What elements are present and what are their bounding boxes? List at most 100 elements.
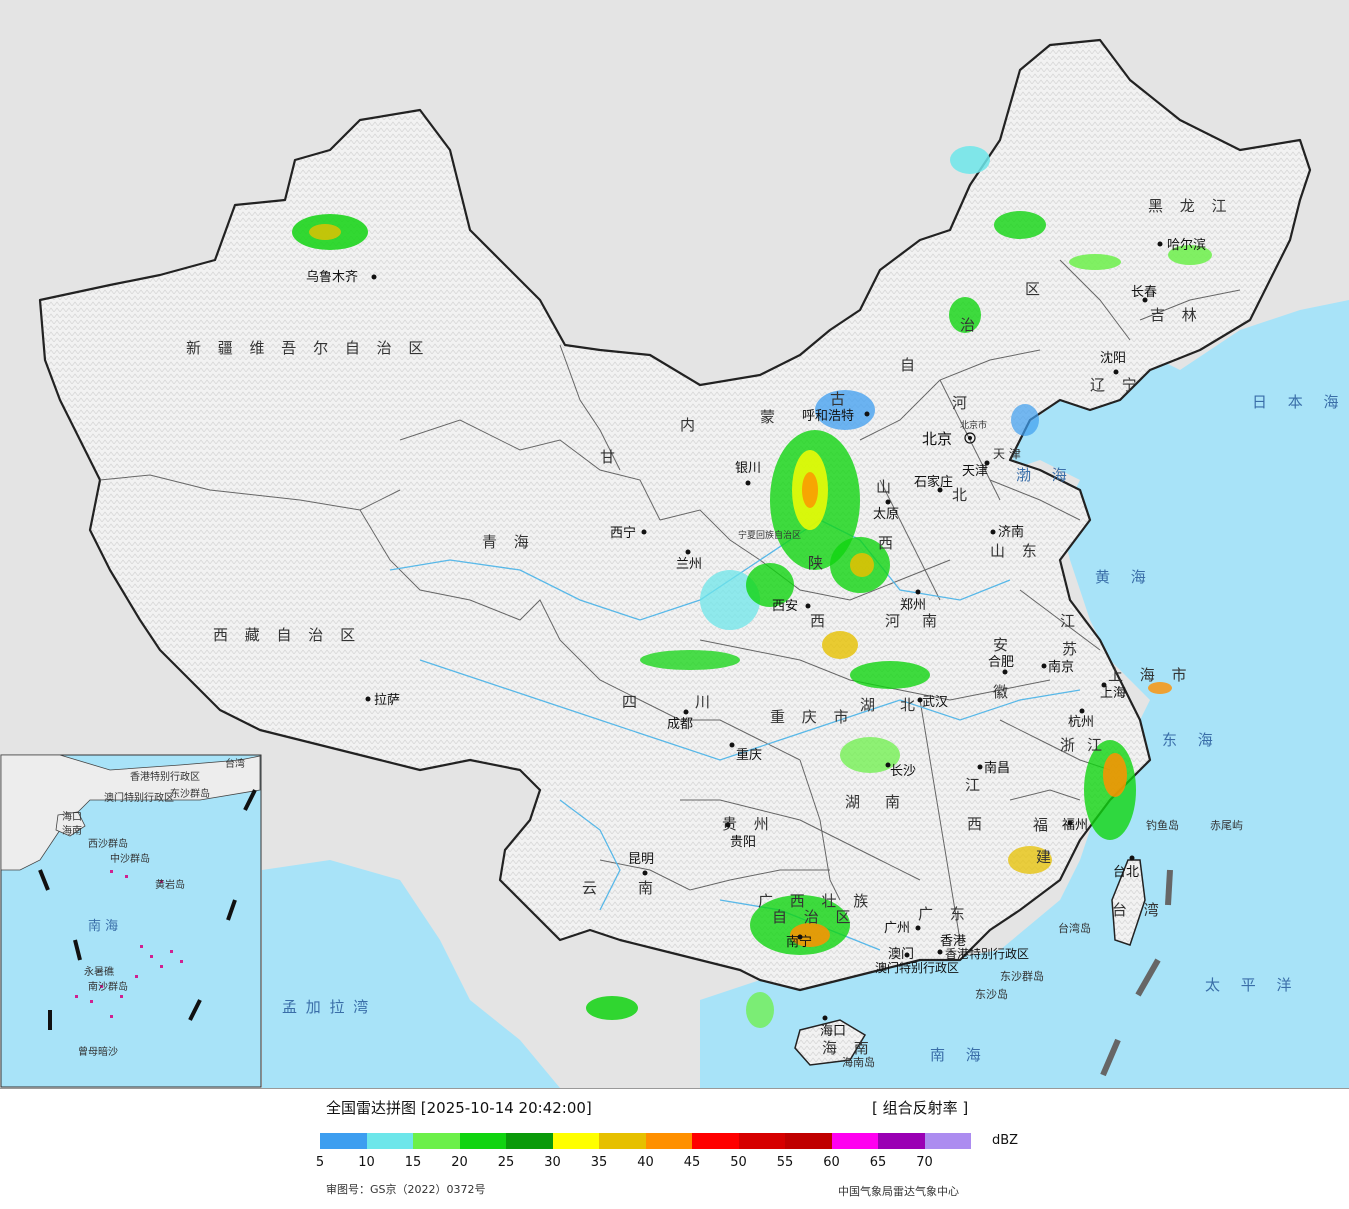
city-marker (641, 529, 647, 535)
agency-name: 中国气象局雷达气象中心 (838, 1185, 959, 1198)
color-bar-tick: 15 (404, 1155, 422, 1170)
province-label: 广 西 壮 族 (758, 892, 874, 910)
color-bar-segment (459, 1133, 506, 1149)
city-label: 长沙 (890, 764, 916, 779)
city-marker (977, 764, 983, 770)
city-label: 西安 (772, 599, 798, 614)
province-label: 川 (695, 693, 716, 711)
province-label: 湖 (860, 696, 881, 714)
province-label: 自 (900, 356, 921, 374)
province-label: 江 (965, 776, 986, 794)
city-marker (915, 589, 921, 595)
province-label: 四 (622, 693, 643, 711)
city-label: 澳门 (888, 946, 914, 962)
province-label: 南 (638, 879, 659, 897)
province-label: 治 (960, 316, 981, 334)
province-label: 蒙 (760, 408, 781, 426)
province-label: 云 (582, 879, 603, 897)
province-label: 山 (876, 478, 897, 496)
city-label: 太原 (873, 507, 899, 522)
city-label: 南京 (1048, 659, 1074, 675)
city-label: 拉萨 (374, 693, 400, 708)
province-label: 黑 龙 江 (1148, 197, 1233, 215)
province-label: 上 海 市 (1108, 666, 1193, 684)
color-bar-segment (413, 1133, 460, 1149)
city-label: 海口 (820, 1024, 846, 1039)
city-label: 西宁 (610, 525, 636, 541)
maritime-boundary (1100, 869, 1173, 1077)
color-bar-tick: 65 (869, 1155, 887, 1170)
color-bar-segment (924, 1133, 971, 1149)
province-label: 内 (680, 416, 701, 434)
color-bar-tick: 25 (497, 1155, 515, 1170)
city-label: 昆明 (628, 852, 654, 867)
inset-label: 南 海 (88, 918, 118, 934)
city-marker (1129, 855, 1135, 861)
province-label: 江 (1087, 736, 1108, 754)
province-label: 建 (1036, 848, 1057, 866)
hainan-island (794, 1019, 867, 1066)
city-marker (915, 925, 921, 931)
city-label: 合肥 (988, 655, 1014, 670)
inset-label: 永暑礁 (84, 965, 114, 978)
city-label: 沈阳 (1100, 351, 1126, 366)
color-bar-ticks: 5 10 15 20 25 30 35 40 45 50 55 60 65 70 (316, 1155, 1020, 1173)
city-marker (984, 460, 990, 466)
color-bar-tick: 45 (683, 1155, 701, 1170)
color-bar-segment (831, 1133, 878, 1149)
province-label: 北京市 (960, 419, 987, 431)
color-bar-tick: 60 (823, 1155, 840, 1170)
city-marker (917, 697, 923, 703)
province-label: 湖 (845, 793, 866, 811)
island-label: 海南岛 (842, 1055, 875, 1069)
city-marker (729, 742, 735, 748)
province-label: 西 (810, 612, 831, 630)
sea-label: 东 海 (1162, 731, 1221, 749)
color-bar-tick: 20 (451, 1155, 468, 1170)
city-label: 南宁 (786, 934, 812, 950)
city-label: 石家庄 (914, 474, 953, 490)
radar-map: 新 疆 维 吾 尔 自 治 区 西 藏 自 治 区 青 海 甘 内 蒙 古 自 … (0, 0, 1349, 1088)
city-label: 呼和浩特 (802, 409, 854, 424)
province-label: 新 疆 维 吾 尔 自 治 区 (186, 339, 429, 357)
sea-label: 南 海 (930, 1046, 989, 1064)
city-label: 重庆 (736, 747, 762, 763)
city-label: 银川 (735, 461, 761, 476)
city-marker (725, 822, 731, 828)
inset-label: 海口 (62, 810, 82, 823)
island-label: 钓鱼岛 (1146, 818, 1179, 832)
color-bar-tick: 40 (637, 1155, 654, 1170)
inset-label: 中沙群岛 (110, 852, 150, 865)
city-marker (1079, 708, 1085, 714)
province-label: 海 南 (822, 1039, 875, 1057)
region-label: 香港特别行政区 (945, 946, 1029, 961)
city-marker (371, 274, 377, 280)
color-bar-segment (692, 1133, 739, 1149)
inset-label: 曾母暗沙 (78, 1045, 118, 1058)
island-label: 赤尾屿 (1210, 819, 1243, 832)
city-marker (745, 480, 751, 486)
city-label: 长春 (1131, 285, 1157, 300)
sea-label: 太 平 洋 (1205, 976, 1300, 994)
inset-label: 南沙群岛 (88, 980, 128, 993)
province-label: 江 (1060, 612, 1081, 630)
color-bar-segment (785, 1133, 832, 1149)
color-bar-segment (599, 1133, 646, 1149)
city-label: 哈尔滨 (1167, 237, 1206, 253)
city-label: 郑州 (900, 598, 926, 613)
province-label: 陕 (808, 554, 829, 572)
province-label: 河 (952, 394, 973, 412)
product-name: [ 组合反射率 ] (872, 1099, 969, 1117)
map-title: 全国雷达拼图 [2025-10-14 20:42:00] (326, 1099, 592, 1117)
city-label: 乌鲁木齐 (306, 269, 358, 285)
province-label: 安 (993, 636, 1014, 654)
inset-label: 海南 (62, 824, 82, 837)
province-label: 宁夏回族自治区 (738, 529, 801, 541)
color-bar-tick: 5 (315, 1155, 325, 1170)
city-marker (1067, 820, 1073, 826)
color-bar-tick: 10 (358, 1155, 375, 1170)
city-marker (797, 934, 803, 940)
city-label: 南昌 (984, 760, 1010, 776)
color-bar-segment (552, 1133, 599, 1149)
island-label: 台湾岛 (1058, 921, 1091, 935)
